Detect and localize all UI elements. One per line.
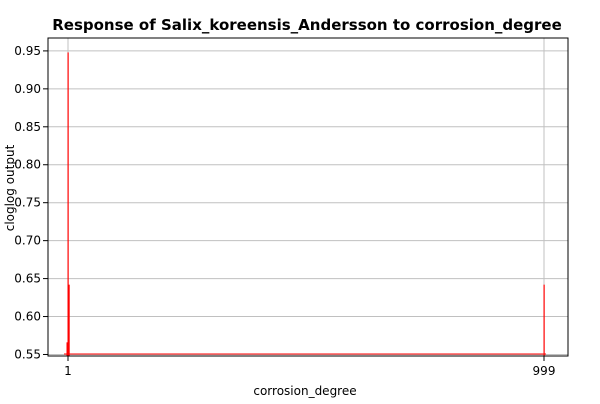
y-axis-label: cloglog output bbox=[3, 144, 17, 231]
plot-frame bbox=[47, 37, 569, 357]
response-bar bbox=[543, 284, 545, 356]
y-tick-label: 0.65 bbox=[14, 272, 41, 286]
y-tick-label: 0.75 bbox=[14, 196, 41, 210]
y-tick-label: 0.85 bbox=[14, 120, 41, 134]
y-tick-label: 0.80 bbox=[14, 158, 41, 172]
y-tick-label: 0.70 bbox=[14, 234, 41, 248]
x-tick-label: 1 bbox=[64, 364, 72, 378]
y-axis: 0.55 0.60 0.65 0.70 0.75 0.80 0.85 0.90 0.95 bbox=[14, 44, 48, 361]
x-axis-label: corrosion_degree bbox=[253, 384, 356, 398]
grid-layer bbox=[48, 38, 568, 356]
y-tick-label: 0.95 bbox=[14, 44, 41, 58]
y-tick-label: 0.60 bbox=[14, 310, 41, 324]
x-tick-label: 999 bbox=[533, 364, 556, 378]
x-axis: 1 999 bbox=[64, 356, 555, 378]
response-bar bbox=[68, 284, 70, 356]
y-tick-label: 0.55 bbox=[14, 347, 41, 361]
response-bar bbox=[66, 342, 68, 356]
chart-title: Response of Salix_koreensis_Andersson to… bbox=[52, 16, 562, 34]
response-bar bbox=[67, 52, 69, 357]
y-tick-label: 0.90 bbox=[14, 82, 41, 96]
bars-layer bbox=[64, 52, 546, 357]
